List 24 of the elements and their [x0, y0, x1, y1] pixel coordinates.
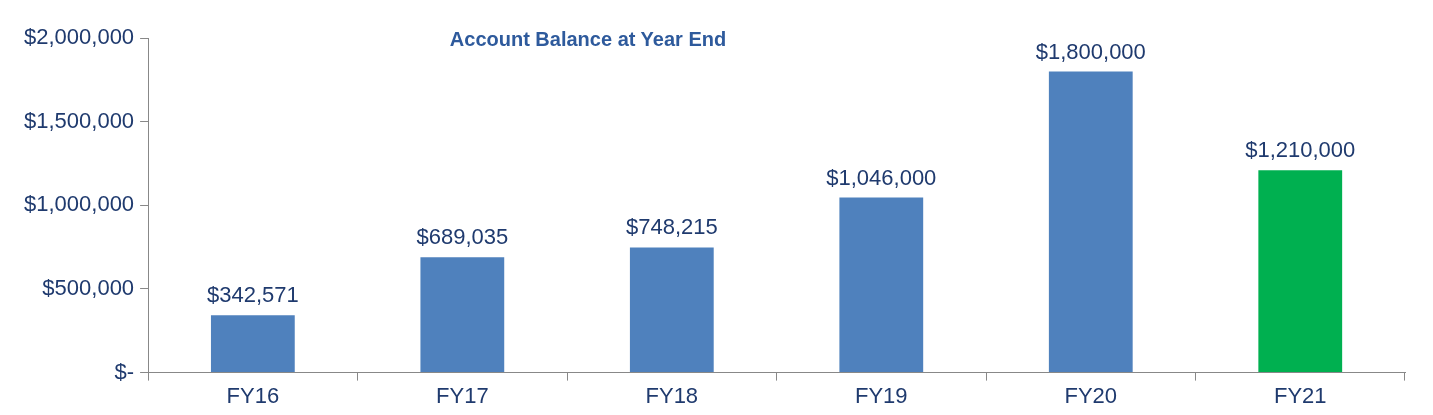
- y-tick-label: $1,000,000: [24, 191, 135, 217]
- x-tick-label: FY18: [645, 382, 699, 408]
- bar: [420, 257, 505, 373]
- bar: [629, 247, 714, 373]
- data-label: $1,046,000: [826, 164, 937, 190]
- bar: [1258, 170, 1343, 373]
- data-label: $689,035: [416, 224, 509, 250]
- y-tick-label: $2,000,000: [24, 24, 135, 50]
- y-tick-label: $1,500,000: [24, 107, 135, 133]
- data-label: $1,800,000: [1035, 38, 1146, 64]
- bar: [210, 315, 295, 373]
- data-label: $748,215: [625, 214, 718, 240]
- x-tick-label: FY20: [1064, 382, 1118, 408]
- bar: [839, 197, 924, 373]
- x-tick-label: FY21: [1273, 382, 1327, 408]
- chart-title: Account Balance at Year End: [449, 27, 727, 50]
- x-tick-label: FY16: [226, 382, 280, 408]
- y-tick-label: $-: [114, 358, 135, 384]
- data-label: $1,210,000: [1245, 137, 1356, 163]
- x-tick-label: FY19: [855, 382, 908, 408]
- y-tick-label: $500,000: [42, 275, 135, 301]
- bar: [1048, 71, 1133, 373]
- x-tick-label: FY17: [436, 382, 489, 408]
- data-label: $342,571: [206, 282, 299, 308]
